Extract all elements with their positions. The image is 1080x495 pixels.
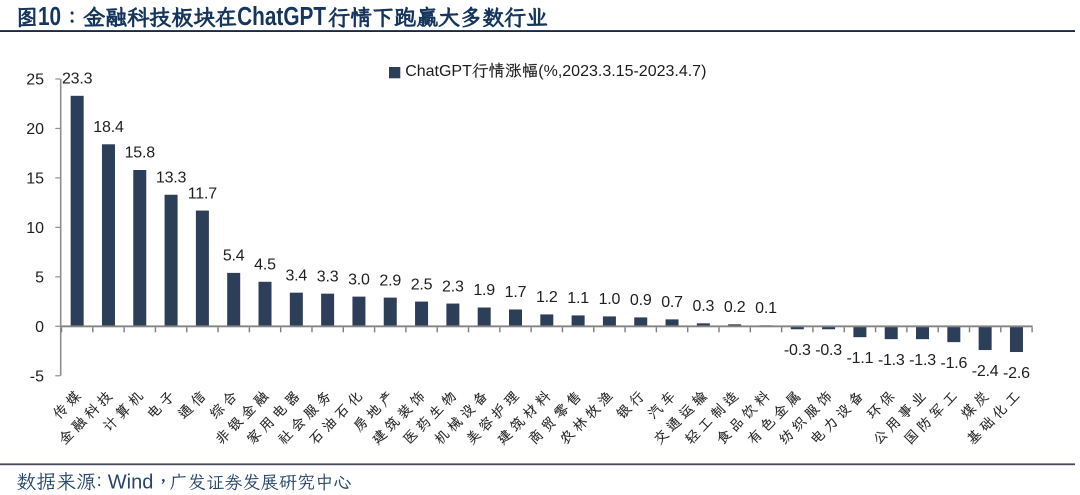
svg-text:5: 5 [35, 270, 44, 287]
svg-text:4.5: 4.5 [254, 256, 276, 273]
svg-text:1.7: 1.7 [505, 284, 527, 301]
svg-text:0.1: 0.1 [755, 300, 777, 317]
svg-text:0.2: 0.2 [724, 299, 746, 316]
svg-text:0.9: 0.9 [630, 292, 652, 309]
svg-text:1.2: 1.2 [536, 289, 558, 306]
svg-text:18.4: 18.4 [93, 119, 124, 136]
svg-text:-2.4: -2.4 [972, 363, 999, 380]
svg-text:ChatGPT: ChatGPT [405, 63, 472, 80]
svg-text:15: 15 [26, 171, 44, 188]
svg-text:3.0: 3.0 [348, 271, 370, 288]
svg-text:23.3: 23.3 [62, 71, 93, 88]
svg-text:Wind: Wind [108, 472, 154, 494]
svg-text:3.3: 3.3 [317, 268, 339, 285]
svg-text:-1.3: -1.3 [909, 352, 936, 369]
svg-text:-2.6: -2.6 [1003, 365, 1030, 382]
svg-text:-0.3: -0.3 [815, 342, 842, 359]
svg-text:2.3: 2.3 [442, 278, 464, 295]
svg-text:2.5: 2.5 [411, 276, 433, 293]
svg-text:1.0: 1.0 [599, 291, 621, 308]
svg-text:(%,2023.3.15-2023.4.7): (%,2023.3.15-2023.4.7) [538, 63, 706, 80]
svg-text:3.4: 3.4 [285, 267, 307, 284]
svg-text:0: 0 [35, 319, 44, 336]
svg-text:-0.3: -0.3 [784, 342, 811, 359]
svg-text:-1.6: -1.6 [940, 355, 967, 372]
svg-text:10: 10 [38, 2, 61, 31]
svg-text:-1.1: -1.1 [847, 350, 874, 367]
svg-text:1.1: 1.1 [567, 290, 589, 307]
svg-text:-5: -5 [30, 368, 44, 385]
svg-text:2.9: 2.9 [379, 272, 401, 289]
svg-text:25: 25 [26, 72, 44, 89]
svg-text:1.9: 1.9 [473, 282, 495, 299]
svg-text:15.8: 15.8 [125, 145, 156, 162]
svg-text:11.7: 11.7 [188, 185, 217, 202]
svg-text:5.4: 5.4 [223, 248, 245, 265]
svg-text:ChatGPT: ChatGPT [237, 2, 326, 31]
svg-text:20: 20 [26, 121, 44, 138]
svg-text:-1.3: -1.3 [878, 352, 905, 369]
svg-text:0.7: 0.7 [661, 294, 683, 311]
svg-text:13.3: 13.3 [156, 169, 187, 186]
svg-text:10: 10 [26, 220, 44, 237]
svg-text:0.3: 0.3 [693, 298, 715, 315]
